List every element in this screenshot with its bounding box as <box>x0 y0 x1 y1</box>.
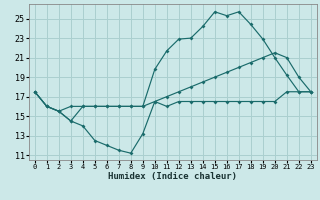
X-axis label: Humidex (Indice chaleur): Humidex (Indice chaleur) <box>108 172 237 181</box>
